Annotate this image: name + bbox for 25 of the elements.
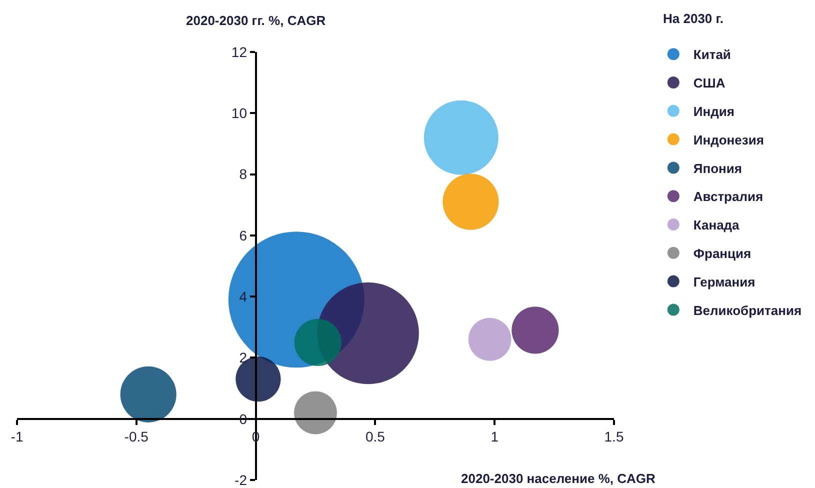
y-tick-label: 8 — [239, 166, 248, 182]
legend-label: США — [693, 76, 726, 91]
x-tick-label: 1.5 — [604, 428, 624, 445]
y-axis-title: 2020-2030 гг. %, CAGR — [186, 13, 326, 28]
legend-title: На 2030 г. — [663, 11, 724, 26]
x-tick-label: -0.5 — [124, 428, 149, 445]
legend-label: Индонезия — [693, 132, 764, 148]
y-tick-label: 12 — [231, 44, 248, 60]
legend-label: Австралия — [693, 189, 764, 204]
y-tick-label: 10 — [231, 105, 248, 122]
legend-label: Канада — [693, 218, 740, 233]
x-tick-label: -1 — [10, 428, 24, 445]
legend-label: Китай — [693, 47, 731, 62]
x-tick-label: 1 — [490, 428, 499, 445]
legend-label: Франция — [693, 246, 752, 261]
y-tick-label: 2 — [239, 350, 248, 366]
legend-label: Индия — [693, 104, 734, 119]
legend-label: Великобритания — [693, 302, 802, 318]
y-tick-label: 6 — [239, 227, 248, 244]
x-axis-title: 2020-2030 население %, CAGR — [461, 471, 656, 486]
y-tick-label: 4 — [239, 288, 248, 304]
y-tick-label: -2 — [234, 472, 248, 488]
legend-label: Япония — [693, 160, 742, 176]
legend-label: Германия — [693, 274, 756, 290]
x-tick-label: 0.5 — [365, 428, 386, 445]
